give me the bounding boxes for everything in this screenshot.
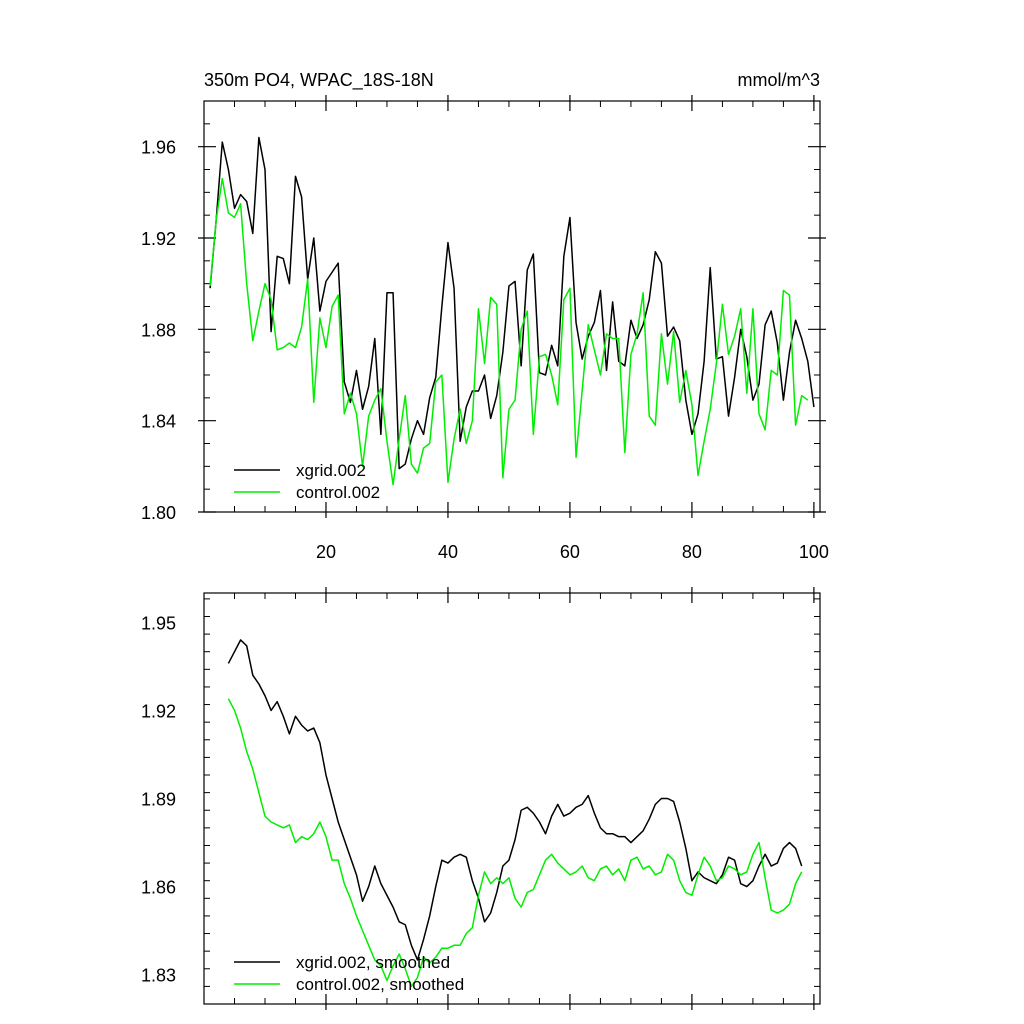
top-legend-label: xgrid.002 — [296, 461, 366, 480]
bottom-y-tick-label: 1.89 — [141, 790, 176, 810]
units-label: mmol/m^3 — [738, 70, 820, 90]
top-y-tick-label: 1.84 — [141, 412, 176, 432]
top-y-tick-label: 1.96 — [141, 138, 176, 158]
top-series-line-control — [209, 177, 809, 486]
top-y-tick-label: 1.80 — [141, 503, 176, 523]
top-series-line-xgrid — [209, 136, 815, 470]
bottom-panel: 1.83 1.86 1.89 1.92 1.95 xgrid.002, smoothed c… — [141, 587, 821, 1010]
top-y-tick-label: 1.88 — [141, 320, 176, 340]
top-plot-frame — [203, 100, 821, 513]
bottom-legend-label: control.002, smoothed — [296, 975, 464, 994]
bottom-legend-label: xgrid.002, smoothed — [296, 953, 450, 972]
top-x-tick-label: 60 — [560, 542, 580, 562]
top-legend-label: control.002 — [296, 483, 380, 502]
top-x-tick-label: 20 — [316, 542, 336, 562]
chart-title: 350m PO4, WPAC_18S-18N — [204, 70, 434, 91]
bottom-y-tick-label: 1.86 — [141, 878, 176, 898]
bottom-y-tick-label: 1.92 — [141, 701, 176, 721]
top-x-tick-label: 80 — [682, 542, 702, 562]
bottom-y-tick-label: 1.95 — [141, 613, 176, 633]
top-y-tick-label: 1.92 — [141, 229, 176, 249]
top-x-tick-label: 100 — [799, 542, 829, 562]
bottom-series-line-xgrid — [227, 639, 803, 961]
bottom-series-line-control — [227, 698, 803, 988]
bottom-y-tick-label: 1.83 — [141, 966, 176, 986]
top-panel: 350m PO4, WPAC_18S-18N mmol/m^3 20 40 60 80… — [141, 70, 829, 562]
bottom-plot-frame — [203, 592, 821, 1005]
top-x-tick-label: 40 — [438, 542, 458, 562]
